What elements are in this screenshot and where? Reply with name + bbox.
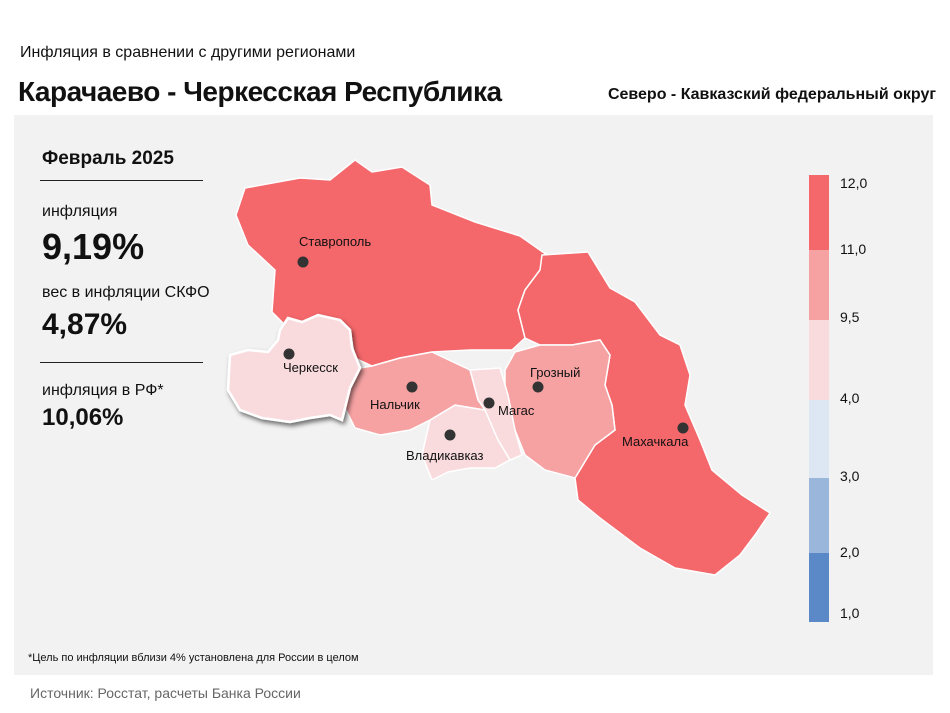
rf-inflation-label: инфляция в РФ* (42, 382, 164, 399)
legend-band-1-2 (809, 553, 829, 622)
color-legend: 12,0 11,0 9,5 4,0 3,0 2,0 1,0 (809, 175, 867, 622)
city-nalchik: Нальчик (370, 381, 420, 412)
source-note: Источник: Росстат, расчеты Банка России (30, 685, 301, 701)
city-stavropol: Ставрополь (297, 234, 371, 268)
legend-band-2-3 (809, 478, 829, 553)
page-subtitle: Инфляция в сравнении с другими регионами (20, 44, 356, 61)
legend-band-3-4 (809, 400, 829, 478)
rf-inflation-value: 10,06% (42, 404, 124, 431)
legend-tick: 9,5 (840, 309, 860, 325)
city-label: Грозный (530, 365, 580, 380)
divider-bottom (40, 362, 203, 363)
region-karachay-cherkessia (226, 313, 362, 424)
legend-band-4-9_5 (809, 320, 829, 400)
inflation-label: инфляция (42, 203, 118, 220)
city-makhachkala: Махачкала (622, 422, 689, 449)
city-label: Ставрополь (299, 234, 371, 249)
divider-top (40, 180, 203, 181)
city-label: Магас (498, 403, 535, 418)
city-label: Черкесск (283, 360, 338, 375)
city-label: Махачкала (622, 434, 689, 449)
legend-tick: 4,0 (840, 390, 860, 406)
page-title: Карачаево - Черкесская Республика (18, 76, 502, 107)
weight-value: 4,87% (42, 308, 128, 341)
legend-tick: 12,0 (840, 175, 867, 191)
legend-tick: 1,0 (840, 605, 860, 621)
legend-tick: 2,0 (840, 544, 860, 560)
city-label: Нальчик (370, 397, 420, 412)
legend-band-9_5-11 (809, 250, 829, 320)
city-vladikavkaz: Владикавказ (406, 429, 484, 463)
weight-label: вес в инфляции СКФО (42, 284, 210, 301)
region-kabardino-balkaria (344, 351, 487, 436)
city-cherkessk: Черкесск (283, 348, 338, 375)
city-magas: Магас (483, 397, 535, 418)
district-name: Северо - Кавказский федеральный округ (607, 86, 936, 103)
period-label: Февраль 2025 (42, 148, 174, 169)
legend-band-11-12 (809, 175, 829, 250)
inflation-value: 9,19% (42, 226, 145, 267)
city-label: Владикавказ (406, 448, 484, 463)
legend-tick: 3,0 (840, 468, 860, 484)
city-grozny: Грозный (530, 365, 580, 393)
region-stavropol (235, 159, 548, 367)
legend-tick: 11,0 (840, 241, 866, 257)
footnote: *Цель по инфляции вблизи 4% установлена … (28, 652, 359, 664)
